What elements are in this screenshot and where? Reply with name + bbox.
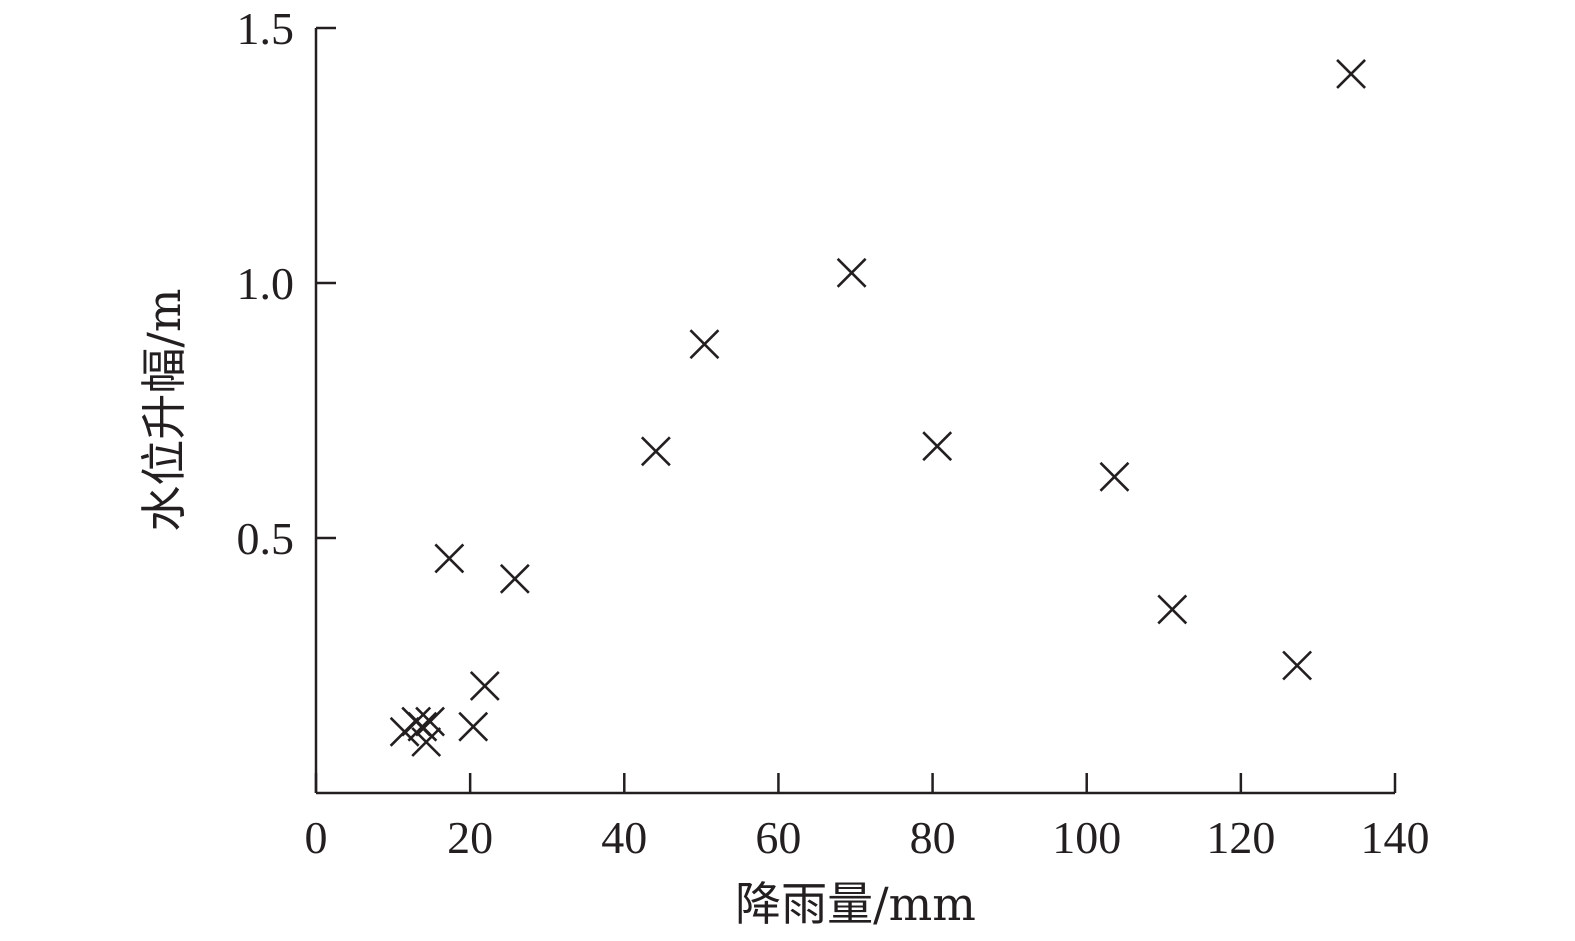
data-point bbox=[1282, 650, 1313, 681]
data-point bbox=[922, 431, 953, 462]
data-point bbox=[434, 543, 465, 574]
data-point bbox=[1157, 594, 1188, 625]
data-point bbox=[499, 563, 530, 594]
data-point bbox=[689, 329, 720, 360]
data-points bbox=[389, 58, 1366, 757]
x-tick-label: 80 bbox=[910, 812, 956, 863]
x-tick-label: 40 bbox=[601, 812, 647, 863]
y-tick-label: 0.5 bbox=[237, 513, 295, 564]
axes bbox=[314, 28, 1395, 795]
data-point bbox=[415, 706, 445, 737]
data-point bbox=[640, 436, 671, 467]
x-tick-label: 120 bbox=[1206, 812, 1275, 863]
x-tick-label: 60 bbox=[755, 812, 801, 863]
y-axis-ticks: 0.5 1.0 1.5 bbox=[237, 3, 336, 564]
data-point bbox=[469, 670, 500, 701]
data-point bbox=[836, 257, 867, 288]
x-tick-label: 20 bbox=[447, 812, 493, 863]
data-point bbox=[1336, 58, 1366, 89]
x-tick-label: 140 bbox=[1361, 812, 1430, 863]
x-axis-label: 降雨量/mm bbox=[735, 877, 976, 931]
x-tick-label: 100 bbox=[1052, 812, 1121, 863]
data-point bbox=[1099, 461, 1130, 492]
data-point bbox=[458, 711, 489, 742]
y-tick-label: 1.5 bbox=[237, 3, 295, 54]
x-axis-ticks: 0 20 40 60 80 100 120 140 bbox=[305, 773, 1430, 863]
data-point bbox=[411, 727, 442, 757]
y-tick-label: 1.0 bbox=[237, 258, 295, 309]
x-tick-label: 0 bbox=[305, 812, 328, 863]
y-axis-label: 水位升幅/m bbox=[137, 288, 191, 531]
